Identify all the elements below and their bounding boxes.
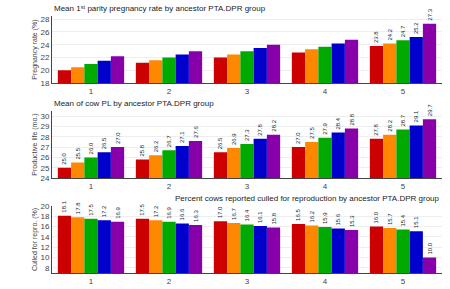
svg-text:27: 27 xyxy=(40,143,49,152)
svg-text:15.3: 15.3 xyxy=(349,215,355,227)
svg-text:16.4: 16.4 xyxy=(244,209,250,221)
svg-text:16.5: 16.5 xyxy=(295,209,301,221)
svg-text:3: 3 xyxy=(245,87,250,96)
svg-text:16.2: 16.2 xyxy=(309,210,315,222)
svg-text:25.8: 25.8 xyxy=(139,144,145,156)
svg-text:16.9: 16.9 xyxy=(166,207,172,219)
svg-text:29.1: 29.1 xyxy=(413,110,419,122)
svg-text:18: 18 xyxy=(40,79,49,88)
svg-text:17.2: 17.2 xyxy=(153,205,159,217)
svg-text:24: 24 xyxy=(40,174,49,183)
svg-text:2: 2 xyxy=(167,87,172,96)
svg-text:Mean 1ˢᵗ parity pregnancy rate: Mean 1ˢᵗ parity pregnancy rate by ancest… xyxy=(54,4,266,13)
svg-text:28: 28 xyxy=(40,15,49,24)
svg-text:30: 30 xyxy=(40,112,49,121)
svg-text:10: 10 xyxy=(40,253,49,262)
svg-text:29.7: 29.7 xyxy=(427,104,433,116)
svg-text:14: 14 xyxy=(40,233,49,242)
svg-text:16.9: 16.9 xyxy=(115,207,121,219)
svg-text:27.3: 27.3 xyxy=(427,8,433,20)
svg-text:17.8: 17.8 xyxy=(75,202,81,214)
svg-text:5: 5 xyxy=(401,182,406,191)
svg-text:15.4: 15.4 xyxy=(400,214,406,226)
svg-text:16.6: 16.6 xyxy=(179,208,185,220)
svg-text:28.7: 28.7 xyxy=(400,114,406,126)
svg-text:28: 28 xyxy=(40,133,49,142)
svg-text:24.7: 24.7 xyxy=(400,25,406,37)
svg-text:Mean of cow PL by ancestor PTA: Mean of cow PL by ancestor PTA.DPR group xyxy=(54,99,214,108)
svg-text:4: 4 xyxy=(323,87,328,96)
svg-text:27.8: 27.8 xyxy=(257,123,263,135)
svg-text:27.8: 27.8 xyxy=(373,123,379,135)
svg-text:16.3: 16.3 xyxy=(193,210,199,222)
svg-text:8: 8 xyxy=(45,264,50,273)
svg-text:3: 3 xyxy=(245,182,250,191)
svg-text:Percent cows reported culled f: Percent cows reported culled for reprodu… xyxy=(175,194,440,203)
svg-text:15.6: 15.6 xyxy=(335,213,341,225)
svg-text:17.5: 17.5 xyxy=(88,203,94,215)
svg-text:26.5: 26.5 xyxy=(217,137,223,149)
svg-text:17.5: 17.5 xyxy=(139,203,145,215)
svg-text:Productive life (mo.): Productive life (mo.) xyxy=(31,113,39,175)
svg-text:16.1: 16.1 xyxy=(257,211,263,223)
svg-text:1: 1 xyxy=(89,87,94,96)
svg-text:5: 5 xyxy=(401,87,406,96)
svg-text:18: 18 xyxy=(40,212,49,221)
svg-text:15.9: 15.9 xyxy=(322,212,328,224)
svg-text:26: 26 xyxy=(40,28,49,37)
svg-text:27.3: 27.3 xyxy=(244,129,250,141)
svg-text:17.2: 17.2 xyxy=(101,205,107,217)
svg-text:25.0: 25.0 xyxy=(61,152,67,164)
svg-text:26: 26 xyxy=(40,153,49,162)
svg-text:10.0: 10.0 xyxy=(427,242,433,254)
svg-text:17.0: 17.0 xyxy=(217,206,223,218)
svg-text:1: 1 xyxy=(89,182,94,191)
svg-text:29: 29 xyxy=(40,122,49,131)
svg-text:15.7: 15.7 xyxy=(387,213,393,225)
svg-text:27.0: 27.0 xyxy=(295,132,301,144)
svg-text:2: 2 xyxy=(167,277,172,286)
svg-text:20: 20 xyxy=(40,66,49,75)
svg-text:26.9: 26.9 xyxy=(231,133,237,145)
svg-text:15.1: 15.1 xyxy=(413,216,419,228)
svg-text:27.0: 27.0 xyxy=(115,132,121,144)
svg-text:1: 1 xyxy=(89,277,94,286)
svg-text:15.8: 15.8 xyxy=(271,212,277,224)
svg-text:28.2: 28.2 xyxy=(387,119,393,131)
svg-text:22: 22 xyxy=(40,53,49,62)
svg-text:25: 25 xyxy=(40,164,49,173)
svg-text:12: 12 xyxy=(40,243,49,252)
svg-text:26.2: 26.2 xyxy=(153,140,159,152)
svg-text:4: 4 xyxy=(323,277,328,286)
svg-text:27.5: 27.5 xyxy=(309,127,315,139)
svg-text:26.0: 26.0 xyxy=(88,142,94,154)
svg-text:2: 2 xyxy=(167,182,172,191)
svg-text:16.0: 16.0 xyxy=(373,211,379,223)
svg-text:5: 5 xyxy=(401,277,406,286)
svg-text:27.9: 27.9 xyxy=(322,122,328,134)
svg-text:28.4: 28.4 xyxy=(335,117,341,129)
svg-text:4: 4 xyxy=(323,182,328,191)
svg-text:20: 20 xyxy=(40,202,49,211)
svg-text:16: 16 xyxy=(40,222,49,231)
svg-text:Culled for repro. (%): Culled for repro. (%) xyxy=(31,208,39,271)
svg-text:24: 24 xyxy=(40,41,49,50)
svg-text:16.7: 16.7 xyxy=(231,208,237,220)
svg-text:24.2: 24.2 xyxy=(387,28,393,40)
svg-text:28.8: 28.8 xyxy=(349,113,355,125)
svg-text:27.1: 27.1 xyxy=(179,131,185,143)
svg-text:23.8: 23.8 xyxy=(373,31,379,43)
svg-text:27.6: 27.6 xyxy=(193,126,199,138)
svg-text:3: 3 xyxy=(245,277,250,286)
svg-text:Pregnancy rate (%): Pregnancy rate (%) xyxy=(31,19,39,79)
svg-text:26.5: 26.5 xyxy=(101,137,107,149)
svg-text:18.1: 18.1 xyxy=(61,200,67,212)
svg-text:28.2: 28.2 xyxy=(271,119,277,131)
svg-text:25.2: 25.2 xyxy=(413,22,419,34)
svg-text:25.5: 25.5 xyxy=(75,147,81,159)
svg-text:26.7: 26.7 xyxy=(166,135,172,147)
